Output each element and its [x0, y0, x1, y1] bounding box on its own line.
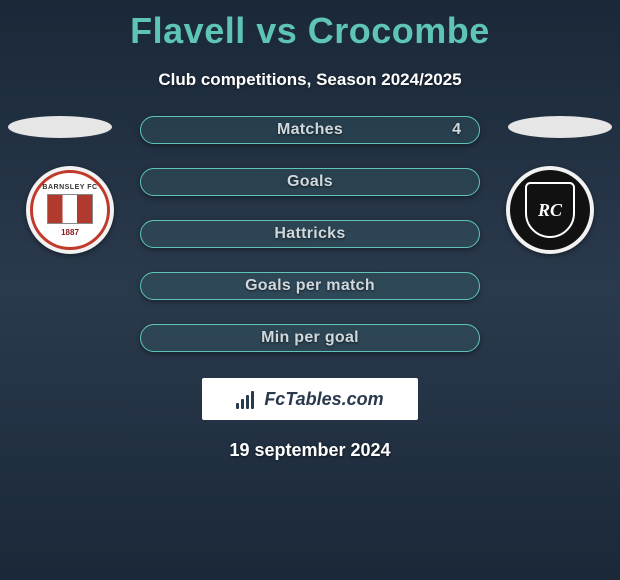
stat-label: Goals per match — [245, 277, 375, 295]
comparison-body: BARNSLEY FC 1887 RC Matches 4 Goals — [0, 116, 620, 352]
branding-text: FcTables.com — [264, 389, 383, 410]
badge-right-abbrev: RC — [538, 200, 562, 221]
crest-graphic-icon — [47, 194, 93, 224]
shield-icon: RC — [525, 182, 575, 238]
stat-bar-goals-per-match: Goals per match — [140, 272, 480, 300]
branding-box: FcTables.com — [202, 378, 418, 420]
badge-left-name: BARNSLEY FC — [42, 184, 97, 191]
stat-bar-min-per-goal: Min per goal — [140, 324, 480, 352]
shield-crest-icon: RC — [510, 170, 590, 250]
team-badge-right: RC — [506, 166, 594, 254]
badge-left-year: 1887 — [61, 228, 79, 237]
stat-label: Goals — [287, 173, 333, 191]
date-text: 19 september 2024 — [229, 440, 390, 461]
stat-label: Hattricks — [274, 225, 345, 243]
stat-bar-goals: Goals — [140, 168, 480, 196]
stat-label: Matches — [277, 121, 343, 139]
page-subtitle: Club competitions, Season 2024/2025 — [158, 70, 461, 90]
bars-logo-icon — [236, 389, 258, 409]
comparison-card: Flavell vs Crocombe Club competitions, S… — [0, 0, 620, 461]
page-title: Flavell vs Crocombe — [130, 10, 490, 52]
team-badge-left: BARNSLEY FC 1887 — [26, 166, 114, 254]
player-marker-right — [508, 116, 612, 138]
stat-bar-hattricks: Hattricks — [140, 220, 480, 248]
barnsley-crest-icon: BARNSLEY FC 1887 — [30, 170, 110, 250]
stat-label: Min per goal — [261, 329, 359, 347]
stat-bar-matches: Matches 4 — [140, 116, 480, 144]
stat-value-right: 4 — [452, 121, 461, 139]
player-marker-left — [8, 116, 112, 138]
